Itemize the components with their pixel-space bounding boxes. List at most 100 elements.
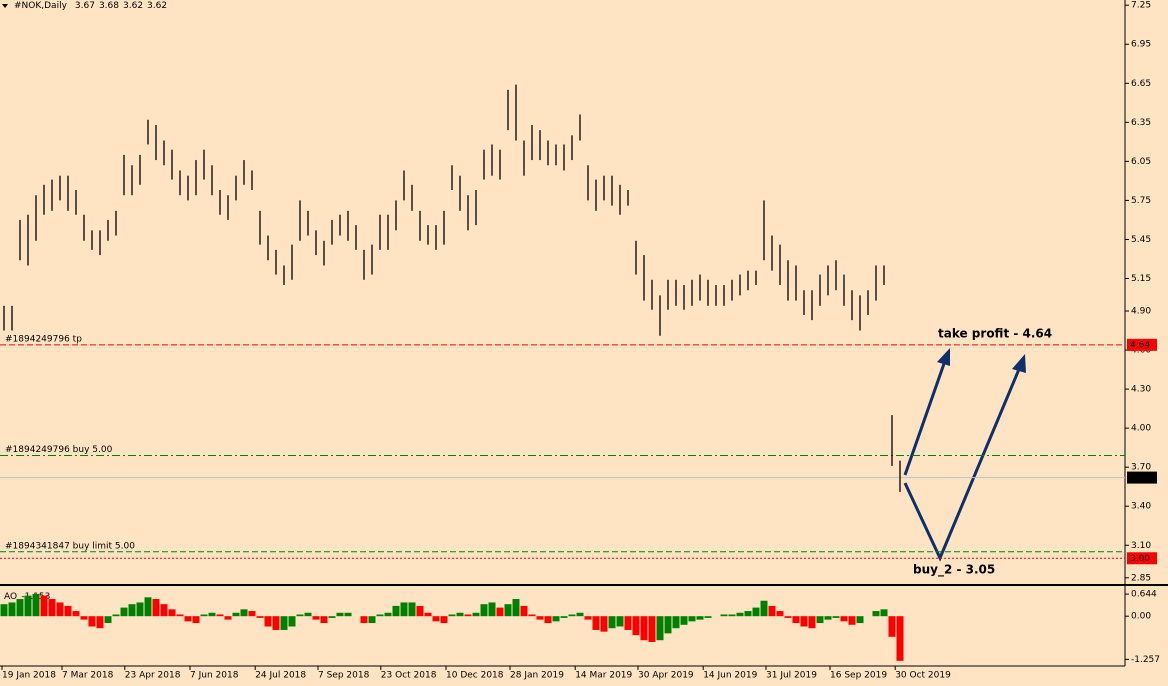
y-tick-label: 0.00	[1131, 612, 1151, 622]
ao-bar	[344, 612, 352, 617]
ao-bar	[616, 616, 624, 627]
x-tick-label: 7 Jun 2018	[190, 671, 239, 681]
ao-bar	[872, 611, 880, 617]
ao-bar	[496, 607, 504, 617]
x-tick-label: 23 Oct 2018	[381, 671, 437, 681]
ao-bar	[784, 616, 792, 618]
ao-bar	[384, 612, 392, 617]
ao-bar	[528, 614, 536, 617]
ao-bar	[0, 604, 8, 617]
ao-bar	[328, 616, 336, 618]
ao-bar	[832, 616, 840, 618]
ao-bar	[464, 614, 472, 617]
ao-bar	[856, 616, 864, 624]
ao-bar	[80, 616, 88, 620]
open: 3.67	[75, 1, 95, 11]
x-tick-label: 30 Apr 2019	[638, 671, 694, 681]
y-tick-label: 0.644	[1131, 590, 1157, 600]
y-tick-label: 3.40	[1131, 502, 1151, 512]
ao-bar	[816, 616, 824, 624]
ao-bar	[8, 602, 16, 617]
ao-bar	[472, 612, 480, 617]
ao-bar	[536, 616, 544, 620]
x-tick-label: 7 Mar 2018	[62, 671, 114, 681]
ao-bar	[280, 616, 288, 630]
price-tag	[1127, 471, 1157, 484]
ao-bar	[248, 611, 256, 617]
y-tick-label: 6.35	[1131, 118, 1151, 128]
y-tick-label: 3.70	[1131, 463, 1151, 473]
y-tick-label: 6.65	[1131, 79, 1151, 89]
ao-bar	[704, 616, 712, 618]
price-tag-label: 3.00	[1130, 554, 1150, 564]
price-tag-label: 3.62	[1130, 473, 1150, 483]
ao-bar	[272, 616, 280, 630]
ao-bar	[632, 616, 640, 636]
price-tag-label: 4.64	[1130, 340, 1150, 350]
ao-bar	[728, 614, 736, 617]
ao-bar	[296, 614, 304, 617]
ao-bar	[696, 616, 704, 620]
ao-bar	[320, 616, 328, 624]
ao-bar	[408, 602, 416, 617]
ao-bar	[440, 616, 448, 624]
annotation: take profit - 4.64	[938, 327, 1052, 341]
close: 3.62	[147, 1, 167, 11]
ao-bar	[432, 616, 440, 622]
ao-bar	[600, 616, 608, 632]
x-tick-label: 7 Sep 2018	[318, 671, 370, 681]
ao-bar	[560, 616, 568, 618]
ao-bar	[304, 612, 312, 617]
ao-bar	[648, 616, 656, 642]
ao-bar	[568, 614, 576, 617]
symbol: #NOK,Daily	[14, 1, 68, 11]
ao-bar	[592, 616, 600, 630]
ao-bar	[96, 616, 104, 629]
ao-bar	[400, 602, 408, 617]
ao-bar	[768, 605, 776, 617]
ao-bar	[488, 602, 496, 617]
y-tick-label: 5.15	[1131, 274, 1151, 284]
ao-bar	[72, 611, 80, 617]
ao-bar	[448, 614, 456, 617]
annotation: buy_2 - 3.05	[913, 563, 995, 578]
ao-bar	[288, 616, 296, 627]
menu-icon[interactable]	[2, 4, 8, 8]
ao-bar	[760, 600, 768, 617]
ao-bar	[104, 616, 112, 624]
ao-bar	[64, 605, 72, 617]
ao-bar	[752, 607, 760, 617]
ao-bar	[512, 599, 520, 617]
ao-bar	[312, 616, 320, 620]
ao-bar	[576, 612, 584, 617]
arrow-path	[903, 357, 948, 476]
ao-bar	[848, 616, 856, 625]
y-tick-label: 3.10	[1131, 541, 1151, 551]
ao-bar	[640, 616, 648, 641]
price-tag	[1127, 552, 1157, 565]
ao-bar	[680, 616, 688, 625]
ao-bar	[424, 612, 432, 617]
ao-bar	[200, 614, 208, 617]
y-tick-label: 4.90	[1131, 307, 1151, 317]
high: 3.68	[99, 1, 119, 11]
ao-bar	[232, 612, 240, 617]
ao-bar	[360, 616, 368, 624]
y-tick-label: 6.05	[1131, 157, 1151, 167]
x-tick-label: 31 Jul 2019	[766, 671, 817, 681]
x-tick-label: 28 Jan 2019	[510, 671, 564, 681]
ao-bar	[56, 602, 64, 617]
x-tick-label: 24 Jul 2018	[255, 671, 306, 681]
arrow-head	[937, 348, 950, 366]
x-tick-label: 10 Dec 2018	[446, 671, 504, 681]
ao-bar	[824, 616, 832, 620]
ao-bar	[656, 616, 664, 641]
ao-bar	[504, 604, 512, 617]
ao-bar	[208, 612, 216, 617]
y-tick-label: 4.00	[1131, 424, 1151, 434]
ao-bar	[152, 599, 160, 617]
y-tick-label: 5.75	[1131, 196, 1151, 206]
ao-bar	[896, 616, 904, 661]
